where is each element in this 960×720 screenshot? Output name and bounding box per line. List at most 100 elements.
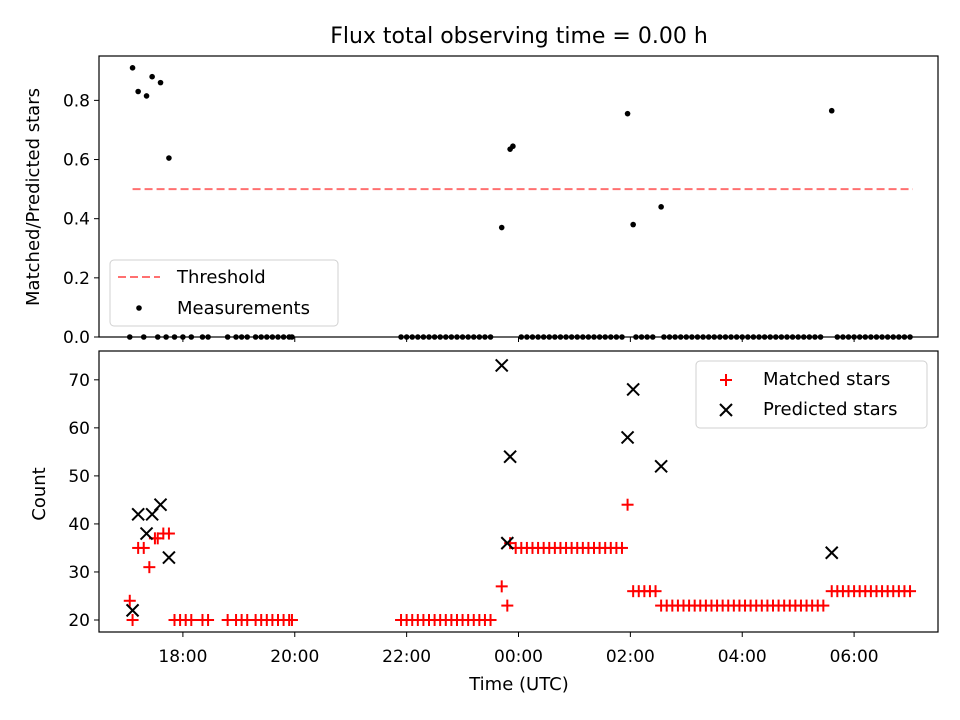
measurement-point xyxy=(672,334,678,340)
measurement-point xyxy=(252,334,259,340)
measurement-point xyxy=(546,334,553,340)
measurement-point xyxy=(806,334,813,340)
measurement-point xyxy=(649,334,656,340)
measurement-point xyxy=(510,143,516,150)
matched-stars-point xyxy=(285,613,298,626)
measurement-point xyxy=(856,334,863,340)
count-y-axis-label: Count xyxy=(29,467,50,520)
measurement-point xyxy=(789,334,796,340)
measurement-point xyxy=(689,334,695,340)
measurement-point xyxy=(498,224,505,231)
chart-title: Flux total observing time = 0.00 h xyxy=(330,24,708,49)
count-marks xyxy=(123,358,917,626)
measurement-point xyxy=(258,334,265,340)
measurement-point xyxy=(529,334,536,340)
matched-stars-point xyxy=(137,541,150,554)
measurement-point xyxy=(557,334,564,340)
measurement-point xyxy=(487,334,494,340)
measurement-point xyxy=(851,334,857,340)
y-tick-label: 0.0 xyxy=(63,328,90,348)
predicted-stars-point xyxy=(139,526,154,541)
measurement-point xyxy=(470,334,477,340)
count-legend: Matched stars Predicted stars xyxy=(695,360,928,429)
measurement-point xyxy=(795,334,801,340)
measurement-point xyxy=(812,334,818,340)
measurement-point xyxy=(772,334,779,340)
measurement-point xyxy=(722,334,729,340)
predicted-stars-point xyxy=(162,550,176,565)
matched-stars-point xyxy=(501,599,514,612)
measurement-point xyxy=(149,73,155,80)
x-tick-label: 20:00 xyxy=(270,647,319,667)
measurement-point xyxy=(761,334,768,340)
y-tick-label: 20 xyxy=(68,611,90,631)
matched-stars-point xyxy=(817,599,830,612)
x-tick-label: 06:00 xyxy=(830,647,879,667)
ratio-panel: 0.00.20.40.60.8 Matched/Predicted stars … xyxy=(23,55,939,348)
measurement-point xyxy=(901,334,908,340)
ratio-legend: Threshold Measurements xyxy=(109,259,339,327)
measurement-point xyxy=(403,334,410,340)
measurement-point xyxy=(442,334,449,340)
measurement-point xyxy=(415,334,421,340)
measurement-point xyxy=(398,334,404,340)
measurement-point xyxy=(633,334,639,340)
measurement-point xyxy=(907,334,913,340)
measurement-point xyxy=(289,334,295,340)
measurement-point xyxy=(845,334,852,340)
predicted-stars-legend-label: Predicted stars xyxy=(763,399,897,420)
measurement-point xyxy=(828,107,835,114)
measurement-point xyxy=(180,334,186,340)
matched-stars-point xyxy=(484,613,497,626)
measurement-point xyxy=(896,334,902,340)
measurement-point xyxy=(756,334,762,340)
matched-stars-point xyxy=(621,498,634,511)
count-legend-box xyxy=(695,360,928,429)
predicted-stars-point xyxy=(626,382,640,397)
measurement-point xyxy=(135,88,141,95)
measurement-point xyxy=(613,334,620,340)
measurement-point xyxy=(580,334,586,340)
measurement-point xyxy=(778,334,785,340)
measurement-point xyxy=(280,334,287,340)
ratio-axis-ticks: 0.0 0.2 0.4 0.6 0.8 xyxy=(63,91,855,348)
x-tick-label: 22:00 xyxy=(382,647,431,667)
matched-stars-point xyxy=(123,594,136,607)
x-axis-label: Time (UTC) xyxy=(468,674,569,695)
measurement-point xyxy=(890,334,897,340)
y-tick-label: 50 xyxy=(68,467,90,487)
measurement-point xyxy=(244,334,251,340)
predicted-stars-point xyxy=(131,507,145,522)
measurement-point xyxy=(574,334,581,340)
measurement-point xyxy=(205,334,211,340)
measurement-point xyxy=(188,334,195,340)
measurement-point xyxy=(459,334,466,340)
measurement-point xyxy=(658,204,664,210)
measurement-point xyxy=(264,334,270,340)
predicted-stars-point xyxy=(503,449,517,464)
measurement-point xyxy=(862,334,869,340)
measurement-point xyxy=(750,334,757,340)
measurement-point xyxy=(154,334,161,340)
count-panel: 20 30 40 50 60 70 18:00 20:00 22:00 00:00 02:00 04:… xyxy=(29,350,939,695)
predicted-stars-point xyxy=(153,498,168,512)
measurement-point xyxy=(233,334,239,340)
ratio-y-axis-label: Matched/Predicted stars xyxy=(23,88,44,306)
measurement-point xyxy=(602,334,608,340)
count-axis-ticks: 20 30 40 50 60 70 18:00 20:00 22:00 00:00 02:00 04:… xyxy=(68,371,878,667)
measurement-point xyxy=(409,334,416,340)
measurement-point xyxy=(619,334,625,340)
measurement-point xyxy=(683,334,690,340)
measurement-point xyxy=(884,334,891,340)
measurement-point xyxy=(700,334,706,340)
matched-stars-point xyxy=(649,585,662,598)
matched-stars-point xyxy=(143,561,156,574)
measurements-legend-label: Measurements xyxy=(177,298,310,319)
measurement-point xyxy=(873,334,880,340)
measurement-point xyxy=(224,334,231,340)
measurement-point xyxy=(437,334,443,340)
measurement-point xyxy=(454,334,460,340)
measurement-point xyxy=(476,334,483,340)
measurement-point xyxy=(199,334,206,340)
